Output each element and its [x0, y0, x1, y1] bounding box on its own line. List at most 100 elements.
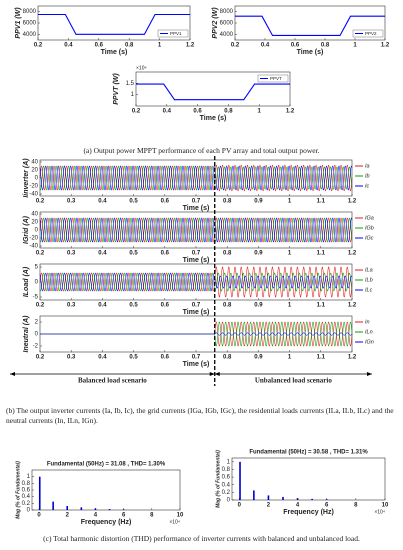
y-axis-label: Iinverter (A) — [23, 158, 30, 198]
x-tick-label: 0.6 — [161, 251, 170, 257]
x-tick-label: 0.5 — [129, 251, 138, 257]
x-tick-label: 0.4 — [64, 43, 73, 49]
x-tick-label: 0.2 — [36, 355, 45, 361]
x-tick-label: 8 — [150, 513, 154, 519]
current-wave — [39, 272, 215, 292]
scenario-label: Balanced load scenario — [78, 377, 147, 385]
x-tick-label: 0.7 — [192, 251, 201, 257]
x-tick-label: 0.3 — [67, 251, 76, 257]
x-tick-label: 0.8 — [224, 109, 233, 115]
x-tick-label: 0.6 — [161, 355, 170, 361]
current-wave — [214, 164, 353, 192]
current-wave — [39, 165, 215, 191]
x-tick-label: 6 — [325, 503, 329, 509]
current-wave — [214, 266, 353, 298]
x-tick-label: 0.9 — [254, 355, 263, 361]
legend-label: PPV2 — [365, 31, 377, 36]
x-tick-label: 4 — [296, 503, 300, 509]
x-axis-label: Time (s) — [183, 205, 210, 212]
x-tick-label: 8 — [354, 503, 358, 509]
x-tick-label: 0.9 — [254, 199, 263, 205]
x-tick-label: 0.9 — [254, 251, 263, 257]
x-tick-label: 0.3 — [67, 355, 76, 361]
y-tick-label: 20 — [31, 220, 38, 226]
x-tick-label: 1.2 — [348, 251, 357, 257]
x-tick-label: 0.2 — [36, 199, 45, 205]
x-tick-label: 1 — [288, 251, 292, 257]
y-tick-label: -40 — [29, 244, 38, 250]
scenario-label: Unbalanced load scenario — [255, 377, 333, 385]
x-tick-label: 0.7 — [192, 199, 201, 205]
harmonic-bar — [239, 461, 241, 500]
y-tick-label: 0.4 — [222, 482, 231, 488]
legend-label: Ib — [365, 173, 370, 179]
power-line — [136, 83, 290, 101]
y-tick-label: 8000 — [23, 9, 37, 15]
x-tick-label: 1.2 — [348, 303, 357, 309]
y-tick-label: 0.6 — [222, 475, 231, 481]
x-tick-label: 10 — [177, 513, 184, 519]
y-tick-label: 0 — [35, 176, 39, 182]
current-wave — [214, 217, 353, 243]
current-wave — [214, 165, 353, 191]
x-tick-label: 0.2 — [34, 43, 43, 49]
x-tick-label: 10 — [382, 503, 389, 509]
x-tick-label: 1.1 — [317, 251, 326, 257]
legend-label: IGc — [365, 235, 374, 241]
legend-label: Ic — [365, 183, 370, 189]
x-tick-label: 0.2 — [36, 251, 45, 257]
legend-box — [352, 29, 384, 38]
x-axis-label: Frequency (Hz) — [283, 509, 334, 516]
y-tick-label: 0.8 — [22, 481, 31, 487]
y-tick-label: 40 — [31, 160, 38, 166]
y-tick-label: -20 — [29, 236, 38, 242]
harmonic-bar — [311, 498, 313, 500]
chart-title: Fundamental (50Hz) = 31.08 , THD= 1.30% — [47, 462, 166, 468]
x-tick-label: 1 — [353, 43, 357, 49]
x-axis-label: Time (s) — [183, 309, 210, 316]
x-tick-label: 1.2 — [348, 199, 357, 205]
x-tick-label: 0.8 — [321, 43, 330, 49]
y-tick-label: 1.5 — [126, 81, 135, 87]
x-tick-label: 0.2 — [36, 303, 45, 309]
y-tick-label: 0 — [35, 280, 39, 286]
x-axis-label: Time (s) — [200, 115, 227, 122]
waveform-group — [40, 321, 353, 347]
x-tick-label: 0.6 — [161, 303, 170, 309]
x-tick-label: 0.8 — [223, 303, 232, 309]
y-tick-label: 0.2 — [22, 501, 31, 507]
current-wave — [39, 217, 215, 243]
current-wave — [214, 166, 353, 190]
legend-label: Ia — [365, 163, 370, 169]
x-axis-label: Time (s) — [183, 361, 210, 368]
current-wave — [214, 217, 353, 243]
legend-box — [157, 29, 189, 38]
current-wave — [214, 217, 353, 243]
x-tick-label: 1 — [288, 355, 292, 361]
y-tick-label: 6000 — [220, 21, 234, 27]
harmonic-bar — [94, 508, 97, 510]
y-tick-label: 0 — [227, 498, 231, 504]
y-tick-label: 0.2 — [222, 490, 231, 496]
x-tick-label: 0.8 — [125, 43, 134, 49]
y-axis-label: PPV2 (W) — [212, 7, 219, 39]
y-tick-label: 5 — [35, 265, 39, 271]
x-tick-label: 0.8 — [223, 199, 232, 205]
x-tick-label: 0.4 — [98, 303, 107, 309]
x-axis-label: Time (s) — [101, 49, 128, 56]
legend-label: ILc — [365, 287, 373, 293]
harmonic-bar — [296, 498, 299, 500]
caption-c: (c) Total harmonic distortion (THD) perf… — [43, 534, 360, 543]
x-tick-label: 0.8 — [223, 251, 232, 257]
x-tick-label: 0.2 — [132, 109, 141, 115]
y-tick-label: 8000 — [220, 9, 234, 15]
harmonic-bar — [267, 495, 270, 500]
legend-label: IGb — [365, 225, 374, 231]
power-line — [38, 13, 190, 35]
x-tick-label: 0.6 — [193, 109, 202, 115]
y-axis-label: IGrid (A) — [23, 215, 30, 244]
y-tick-label: 40 — [31, 212, 38, 218]
y-tick-label: 0.6 — [22, 488, 31, 494]
